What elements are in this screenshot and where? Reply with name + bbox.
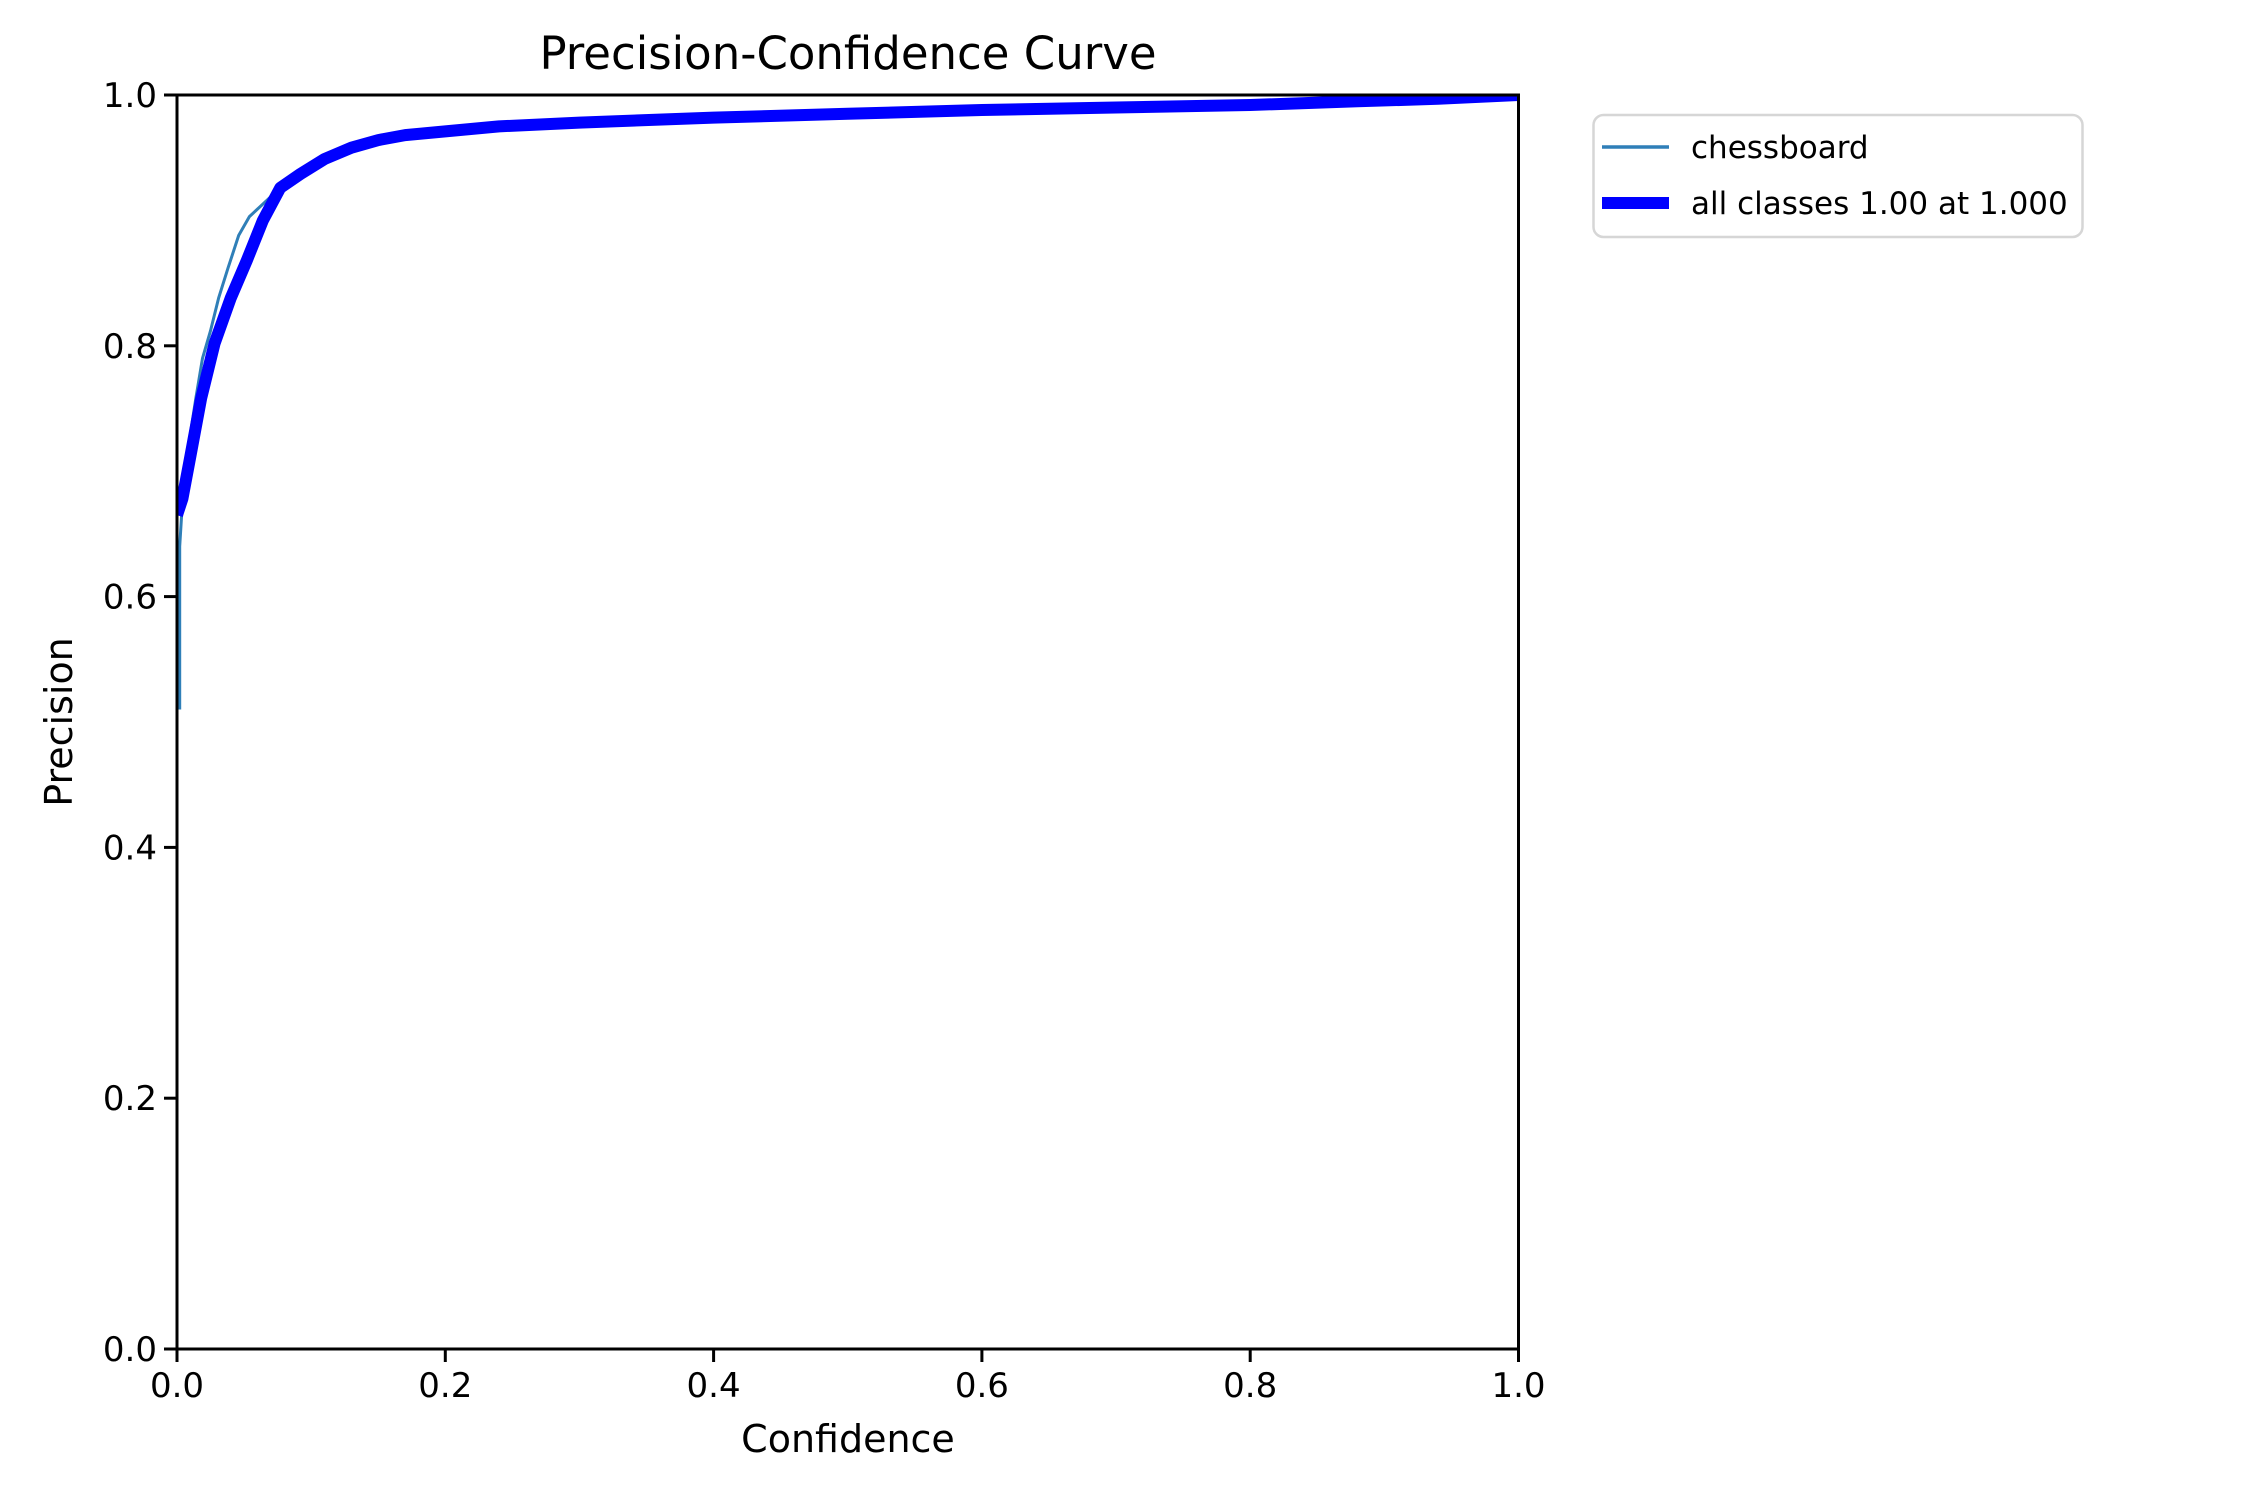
legend-box	[1592, 113, 2084, 239]
y-axis-ticks: 0.0 0.2 0.4 0.6 0.8 1.0	[103, 76, 177, 1370]
x-tick-label: 0.8	[1223, 1366, 1277, 1406]
chart-title: Precision-Confidence Curve	[539, 27, 1156, 80]
y-axis-label: Precision	[37, 637, 81, 807]
y-tick-label: 0.4	[103, 828, 157, 868]
y-tick-label: 1.0	[103, 76, 157, 116]
series-line-all-classes-1-00-at-1-000	[177, 95, 1519, 517]
x-axis-label: Confidence	[741, 1417, 955, 1461]
y-tick-label: 0.6	[103, 578, 157, 618]
chart-legend: chessboard all classes 1.00 at 1.000	[1592, 113, 2084, 239]
x-tick-label: 0.4	[687, 1366, 741, 1406]
legend-label-chessboard: chessboard	[1691, 130, 1869, 166]
y-tick-label: 0.2	[103, 1079, 157, 1119]
x-tick-label: 0.2	[418, 1366, 472, 1406]
x-tick-label: 0.0	[150, 1366, 204, 1406]
plot-area	[177, 95, 1519, 1349]
y-tick-label: 0.8	[103, 327, 157, 367]
x-tick-label: 0.6	[955, 1366, 1009, 1406]
axes-spines	[175, 93, 1520, 1351]
legend-label-all-classes: all classes 1.00 at 1.000	[1691, 186, 2068, 222]
y-tick-label: 0.0	[103, 1330, 157, 1370]
series-lines	[177, 95, 1519, 710]
x-tick-label: 1.0	[1491, 1366, 1545, 1406]
x-axis-ticks: 0.0 0.2 0.4 0.6 0.8 1.0	[150, 1349, 1546, 1406]
